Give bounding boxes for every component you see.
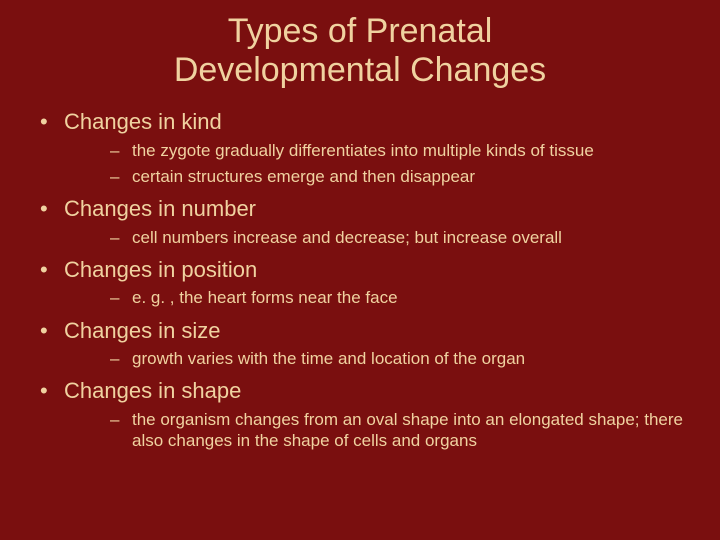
sub-item: certain structures emerge and then disap… — [64, 166, 700, 187]
main-item-label: Changes in size — [64, 318, 221, 343]
sub-item: cell numbers increase and decrease; but … — [64, 227, 700, 248]
main-item-label: Changes in shape — [64, 378, 241, 403]
sub-list: cell numbers increase and decrease; but … — [64, 227, 700, 248]
main-item: Changes in number cell numbers increase … — [20, 195, 700, 248]
sub-list: the organism changes from an oval shape … — [64, 409, 700, 452]
main-item: Changes in position e. g. , the heart fo… — [20, 256, 700, 309]
sub-item: e. g. , the heart forms near the face — [64, 287, 700, 308]
sub-item: growth varies with the time and location… — [64, 348, 700, 369]
main-item-label: Changes in position — [64, 257, 257, 282]
sub-list: e. g. , the heart forms near the face — [64, 287, 700, 308]
main-list: Changes in kind the zygote gradually dif… — [20, 108, 700, 451]
title-line-2: Developmental Changes — [174, 51, 546, 89]
main-item: Changes in size growth varies with the t… — [20, 317, 700, 370]
title-line-1: Types of Prenatal — [228, 12, 493, 50]
main-item-label: Changes in kind — [64, 109, 222, 134]
slide: Types of Prenatal Developmental Changes … — [0, 0, 720, 540]
sub-item: the zygote gradually differentiates into… — [64, 140, 700, 161]
slide-title: Types of Prenatal Developmental Changes — [20, 12, 700, 90]
main-item-label: Changes in number — [64, 196, 256, 221]
sub-list: the zygote gradually differentiates into… — [64, 140, 700, 188]
sub-list: growth varies with the time and location… — [64, 348, 700, 369]
main-item: Changes in kind the zygote gradually dif… — [20, 108, 700, 187]
main-item: Changes in shape the organism changes fr… — [20, 377, 700, 451]
sub-item: the organism changes from an oval shape … — [64, 409, 700, 452]
